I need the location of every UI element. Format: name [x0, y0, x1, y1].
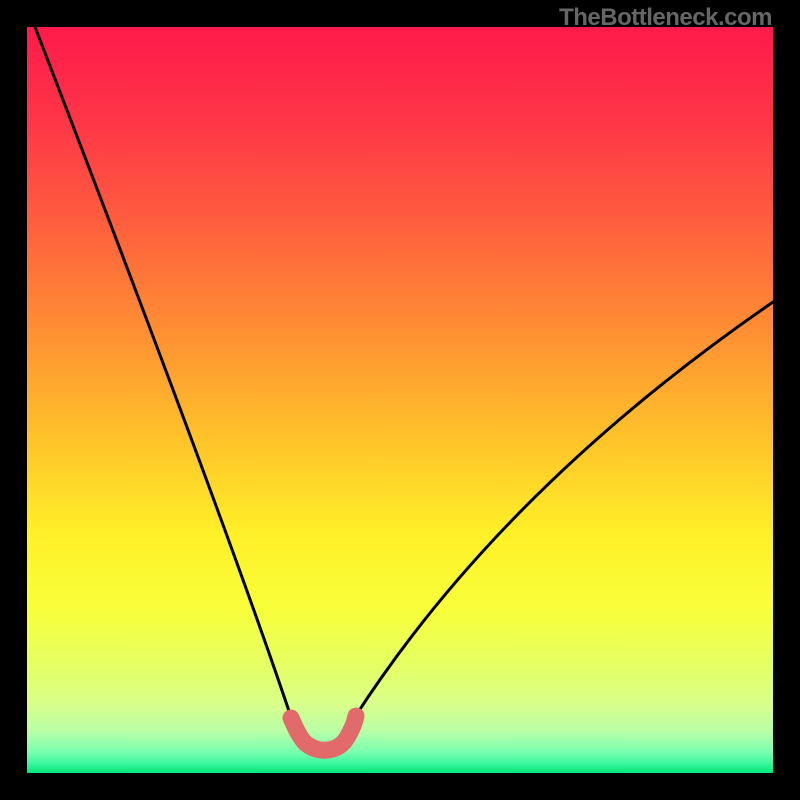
chart-stage: TheBottleneck.com	[0, 0, 800, 800]
gradient-plot-area	[27, 27, 773, 773]
watermark-text: TheBottleneck.com	[559, 4, 772, 32]
